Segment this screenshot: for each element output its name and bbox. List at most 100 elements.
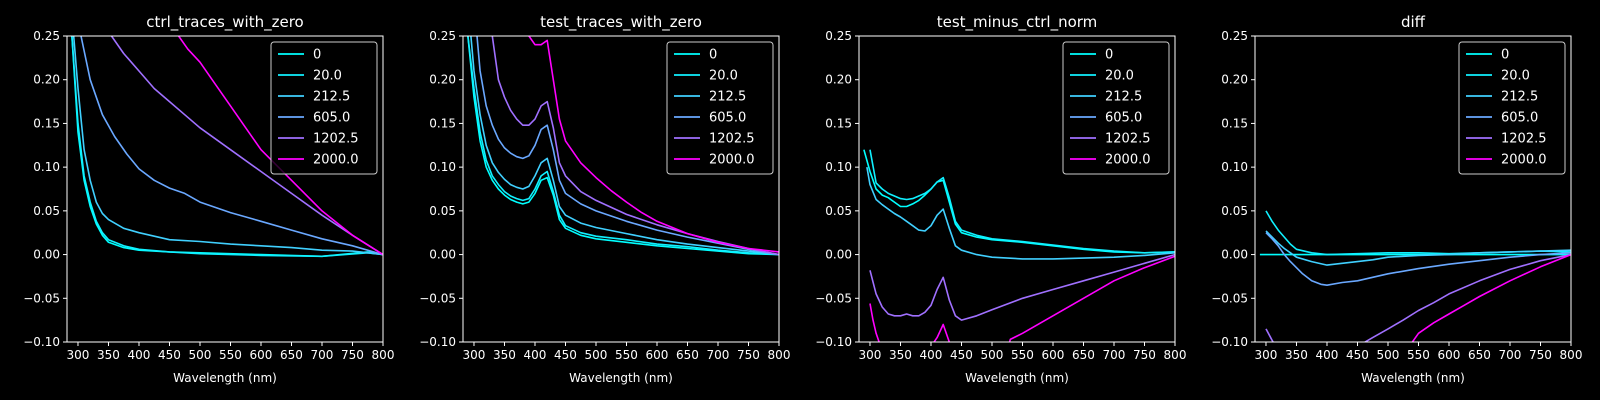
x-tick-label: 450: [1346, 348, 1369, 362]
legend-label-605.0: 605.0: [313, 111, 350, 126]
series-line-605.0: [80, 36, 383, 256]
x-tick-label: 550: [1407, 348, 1430, 362]
legend-label-212.5: 212.5: [313, 90, 350, 105]
legend-label-1202.5: 1202.5: [1501, 132, 1547, 147]
x-tick-label: 500: [981, 348, 1004, 362]
x-tick-label: 800: [1560, 348, 1583, 362]
plot-frame: [1254, 35, 1572, 343]
chart-title: test_traces_with_zero: [540, 13, 702, 32]
x-tick-label: 450: [950, 348, 973, 362]
x-tick-label: 650: [280, 348, 303, 362]
legend-label-1202.5: 1202.5: [313, 132, 359, 147]
x-tick-label: 400: [1316, 348, 1339, 362]
y-tick-label: 0.25: [429, 29, 456, 43]
legend: 0 20.0 212.5 605.0 1202.5 2000.0: [1062, 41, 1170, 175]
y-tick-label: 0.00: [429, 248, 456, 262]
x-tick-label: 350: [493, 348, 516, 362]
legend-label-0: 0: [709, 48, 717, 63]
y-tick-label: 0.20: [1221, 73, 1248, 87]
x-tick-label: 350: [97, 348, 120, 362]
x-tick-label: 800: [372, 348, 395, 362]
legend-label-1202.5: 1202.5: [1105, 132, 1151, 147]
y-tick-label: 0.20: [429, 73, 456, 87]
chart-panel-3: test_minus_ctrl_norm 300 350 400 450 500 550 60…: [815, 13, 1186, 385]
chart-panel-4: diff 300 350 400 450 500 550 600 650 700 750 800 −0.…: [1211, 13, 1582, 385]
x-tick-label: 700: [311, 348, 334, 362]
legend-label-2000.0: 2000.0: [1501, 153, 1547, 168]
y-tick-label: 0.10: [429, 160, 456, 174]
x-tick-label: 700: [1499, 348, 1522, 362]
plot-frame: [858, 35, 1176, 343]
x-tick-label: 750: [1529, 348, 1552, 362]
series-line-2000.0: [528, 36, 779, 253]
x-tick-label: 650: [1072, 348, 1095, 362]
legend: 0 20.0 212.5 605.0 1202.5 2000.0: [270, 41, 378, 175]
y-tick-label: 0.00: [33, 248, 60, 262]
x-tick-label: 800: [1164, 348, 1187, 362]
x-tick-label: 600: [646, 348, 669, 362]
y-tick-label: −0.05: [815, 291, 852, 305]
x-tick-label: 400: [920, 348, 943, 362]
y-tick-label: 0.00: [1221, 248, 1248, 262]
y-tick-label: 0.25: [825, 29, 852, 43]
x-tick-label: 300: [67, 348, 90, 362]
x-tick-label: 550: [615, 348, 638, 362]
chart-title: ctrl_traces_with_zero: [146, 13, 303, 32]
x-tick-label: 750: [341, 348, 364, 362]
y-tick-label: 0.00: [825, 248, 852, 262]
series-lines: [71, 36, 383, 258]
series-line-1202.5: [491, 36, 779, 256]
x-tick-label: 300: [463, 348, 486, 362]
legend-label-605.0: 605.0: [1501, 111, 1538, 126]
y-tick-label: −0.10: [815, 335, 852, 349]
legend: 0 20.0 212.5 605.0 1202.5 2000.0: [1458, 41, 1566, 175]
series-line-212.5: [72, 36, 383, 256]
series-line-212.5: [1265, 230, 1571, 266]
legend-label-212.5: 212.5: [1105, 90, 1142, 105]
legend-label-2000.0: 2000.0: [313, 153, 359, 168]
series-line-1202.5: [110, 36, 383, 256]
series-line-2000.0: [177, 36, 383, 256]
legend-label-0: 0: [1105, 48, 1113, 63]
x-tick-label: 550: [1011, 348, 1034, 362]
y-tick-label: 0.25: [1221, 29, 1248, 43]
x-tick-label: 450: [554, 348, 577, 362]
y-tick-label: −0.05: [419, 291, 456, 305]
legend-label-1202.5: 1202.5: [709, 132, 755, 147]
x-tick-label: 400: [524, 348, 547, 362]
y-tick-label: 0.10: [33, 160, 60, 174]
y-tick-label: 0.05: [33, 204, 60, 218]
x-tick-label: 500: [585, 348, 608, 362]
series-line-605.0: [476, 36, 779, 256]
x-tick-label: 800: [768, 348, 791, 362]
x-tick-label: 400: [128, 348, 151, 362]
series-line-20.0: [1265, 210, 1571, 256]
chart-panel-1: ctrl_traces_with_zero 300 350 400 450 500 550 6…: [23, 13, 394, 385]
y-tick-label: 0.15: [825, 116, 852, 130]
legend-label-0: 0: [1501, 48, 1509, 63]
series-line-0: [467, 36, 779, 256]
x-tick-label: 600: [250, 348, 273, 362]
series-line-605.0: [1265, 232, 1571, 286]
chart-title: diff: [1401, 13, 1426, 31]
y-tick-label: 0.10: [825, 160, 852, 174]
series-lines: [863, 149, 1175, 342]
y-tick-label: 0.05: [825, 204, 852, 218]
y-tick-label: 0.20: [825, 73, 852, 87]
series-lines: [467, 36, 779, 256]
y-tick-label: −0.05: [1211, 291, 1248, 305]
series-line-20.0: [869, 149, 1175, 254]
series-line-212.5: [470, 36, 779, 256]
legend-label-20.0: 20.0: [1105, 69, 1134, 84]
x-tick-label: 650: [676, 348, 699, 362]
x-axis-label: Wavelength (nm): [173, 371, 277, 385]
y-tick-label: 0.15: [429, 116, 456, 130]
series-line-1202.5: [869, 253, 1175, 321]
legend-label-2000.0: 2000.0: [709, 153, 755, 168]
y-tick-label: 0.15: [1221, 116, 1248, 130]
legend-label-212.5: 212.5: [1501, 90, 1538, 105]
plot-frame: [462, 35, 780, 343]
x-tick-label: 300: [1255, 348, 1278, 362]
y-tick-label: 0.05: [1221, 204, 1248, 218]
